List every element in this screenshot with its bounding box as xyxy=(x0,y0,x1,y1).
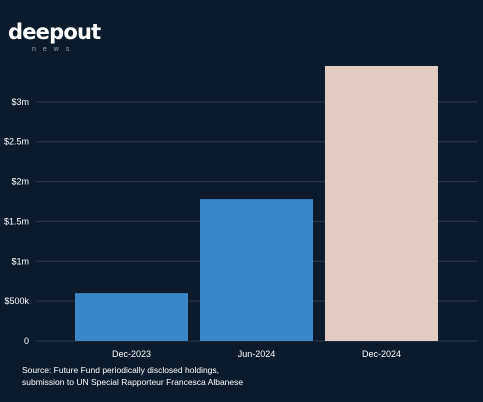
deepout-news-logo: deepout news xyxy=(8,20,101,56)
source-line-1: Source: Future Fund periodically disclos… xyxy=(22,365,220,375)
y-tick-label: 0 xyxy=(24,336,29,346)
x-category-label: Dec-2023 xyxy=(112,349,151,359)
bar-dec-2024 xyxy=(325,65,438,341)
x-category-label: Jun-2024 xyxy=(238,349,276,359)
bar-jun-2024 xyxy=(200,199,313,341)
bars xyxy=(75,65,438,341)
logo-wordmark: deepout xyxy=(8,20,101,44)
logo-subtitle: news xyxy=(32,46,77,53)
source-line-2: submission to UN Special Rapporteur Fran… xyxy=(22,377,244,387)
y-tick-label: $1.5m xyxy=(4,216,29,226)
y-tick-label: $2.5m xyxy=(4,137,29,147)
x-category-label: Dec-2024 xyxy=(362,349,401,359)
y-tick-label: $500k xyxy=(4,296,29,306)
y-tick-label: $3m xyxy=(11,97,29,107)
y-axis-ticks: 0 $500k $1m $1.5m $2m $2.5m $3m xyxy=(4,97,30,346)
y-tick-label: $2m xyxy=(11,177,29,187)
source-note: Source: Future Fund periodically disclos… xyxy=(22,364,462,388)
y-tick-label: $1m xyxy=(11,256,29,266)
x-axis-categories: Dec-2023 Jun-2024 Dec-2024 xyxy=(112,349,401,359)
bar-dec-2023 xyxy=(75,293,188,341)
